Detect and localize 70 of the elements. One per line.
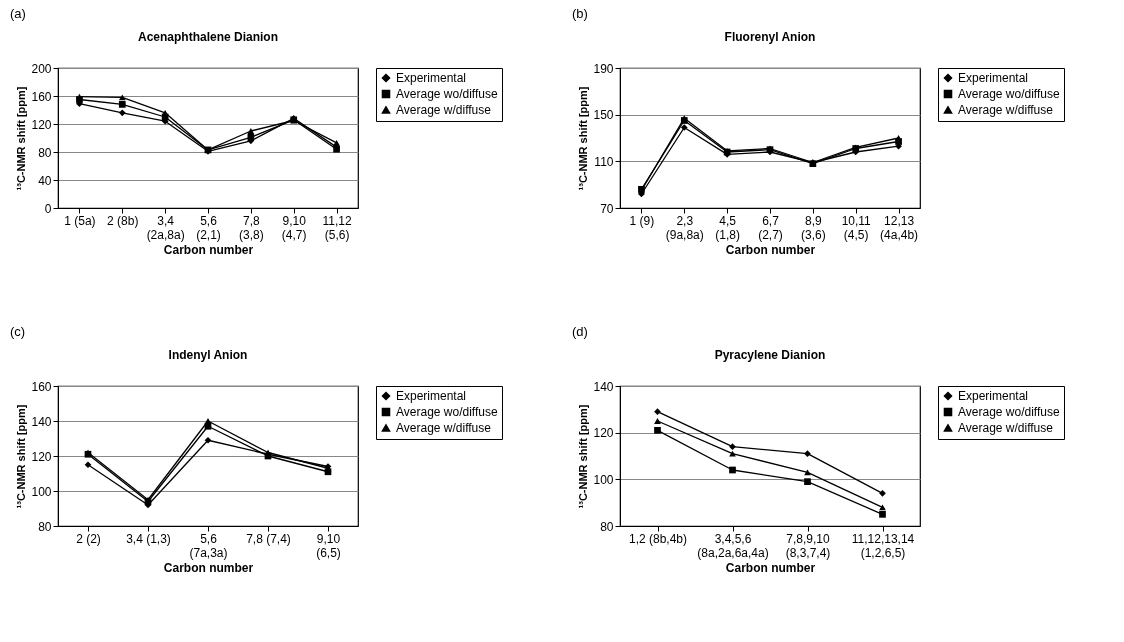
y-tick-label: 200 [31,61,52,76]
y-tick-label: 110 [594,154,614,169]
y-tick-label: 100 [31,484,52,499]
x-tick-label: 3,4 (1,3) [126,531,171,546]
legend-label: Average wo/diffuse [396,405,498,419]
y-tick-label: 140 [593,379,614,394]
chart-title: Acenaphthalene Dianion [137,30,279,44]
x-tick-label: 3,4 (2a,8a) [146,213,185,242]
y-tick-label: 100 [593,472,614,487]
y-tick-label: 120 [593,426,614,441]
x-axis-title: Carbon number [163,560,254,575]
x-tick-label: 2 (8b) [107,213,139,228]
y-tick-label: 0 [44,201,52,216]
x-tick-label: 7,8 (7,4) [246,531,291,546]
y-tick-label: 140 [31,414,52,429]
x-tick-label: 5,6 (7a,3a) [189,531,228,560]
text: (d) [572,324,588,339]
y-axis-title: ¹³C-NMR shift [ppm] [15,404,28,509]
legend-label: Experimental [958,389,1029,403]
text: (c) [10,324,26,339]
legend-label: Average w/diffuse [958,103,1054,117]
x-tick-label: 2 (2) [76,531,101,546]
chart-title: Pyracylene Dianion [714,348,826,362]
legend-label: Experimental [958,71,1029,85]
y-tick-label: 70 [600,201,614,216]
y-axis-title: ¹³C-NMR shift [ppm] [15,86,28,191]
y-tick-label: 160 [31,89,52,104]
x-tick-label: 11,12,13,14 (1,2,6,5) [851,531,915,560]
y-tick-label: 80 [38,145,52,160]
x-tick-label: 11,12 (5,6) [322,213,352,242]
x-tick-label: 7,8 (3,8) [239,213,264,242]
x-axis-title: Carbon number [725,242,816,257]
y-tick-label: 150 [593,108,614,123]
x-axis-title: Carbon number [163,242,254,257]
x-tick-label: 9,10 (6,5) [316,531,341,560]
y-tick-label: 80 [38,519,52,534]
legend-label: Average w/diffuse [396,421,492,435]
y-tick-label: 120 [31,117,52,132]
y-tick-label: 40 [38,173,52,188]
x-tick-label: 1,2 (8b,4b) [628,531,688,546]
legend-label: Average wo/diffuse [958,405,1060,419]
x-tick-label: 2,3 (9a,8a) [665,213,704,242]
text: (b) [572,6,588,21]
x-tick-label: 1 (9) [629,213,655,228]
y-tick-label: 190 [593,61,614,76]
x-tick-label: 8,9 (3,6) [801,213,826,242]
x-tick-label: 1 (5a) [64,213,96,228]
y-axis-title: ¹³C-NMR shift [ppm] [577,404,590,509]
y-tick-label: 80 [600,519,614,534]
x-tick-label: 4,5 (1,8) [715,213,740,242]
x-tick-label: 9,10 (4,7) [281,213,307,242]
x-tick-label: 3,4,5,6 (8a,2a,6a,4a) [697,531,769,560]
x-tick-label: 5,6 (2,1) [196,213,221,242]
y-axis-title: ¹³C-NMR shift [ppm] [577,86,590,191]
legend-label: Average wo/diffuse [396,87,498,101]
legend-label: Experimental [396,71,467,85]
y-tick-label: 160 [31,379,52,394]
x-axis-title: Carbon number [725,560,816,575]
chart-title: Indenyl Anion [168,348,248,362]
legend-label: Average w/diffuse [396,103,492,117]
x-tick-label: 12,13 (4a,4b) [880,213,919,242]
x-tick-label: 7,8,9,10 (8,3,7,4) [785,531,831,560]
y-tick-label: 120 [31,449,52,464]
legend-label: Average w/diffuse [958,421,1054,435]
legend-label: Experimental [396,389,467,403]
legend-label: Average wo/diffuse [958,87,1060,101]
x-tick-label: 6,7 (2,7) [758,213,783,242]
x-tick-label: 10,11 (4,5) [841,213,872,242]
chart-title: Fluorenyl Anion [724,30,816,44]
text: (a) [10,6,26,21]
